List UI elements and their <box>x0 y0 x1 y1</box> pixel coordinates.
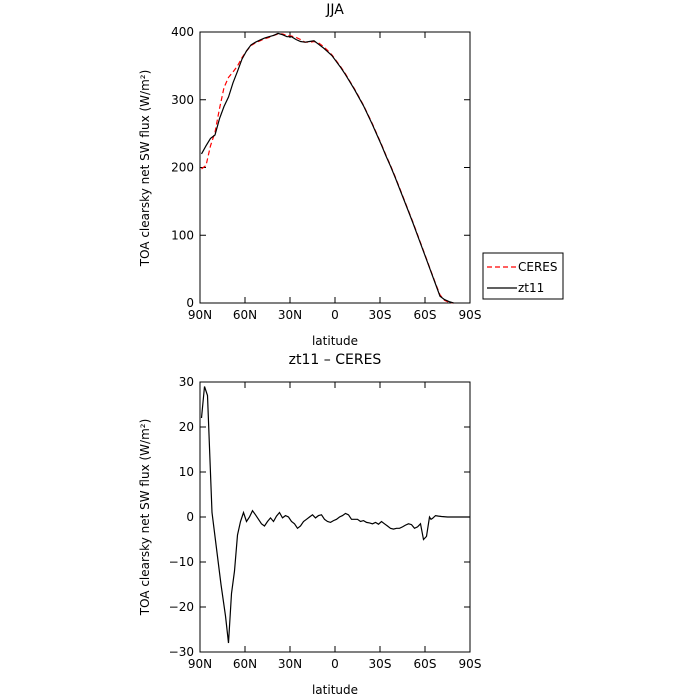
bottom-x-tick-label: 0 <box>331 657 339 671</box>
top-x-axis-label: latitude <box>312 334 358 348</box>
top-y-tick-label: 300 <box>171 93 194 107</box>
bottom-y-tick-label: −10 <box>169 555 194 569</box>
top-x-tick-label: 60S <box>414 308 437 322</box>
top-chart-title: JJA <box>325 2 344 18</box>
bottom-x-tick-label: 60S <box>414 657 437 671</box>
bottom-y-tick-label: −30 <box>169 645 194 659</box>
legend-label-zt11: zt11 <box>518 281 544 295</box>
legend-box <box>482 252 564 300</box>
top-x-tick-label: 60N <box>233 308 257 322</box>
bottom-y-tick-label: 0 <box>186 510 194 524</box>
top-series-line-zt11 <box>200 32 454 304</box>
bottom-chart-title: zt11 – CERES <box>289 352 382 368</box>
top-panel: 90N 60N 30N 0 30S 60S 90S 0 100 200 300 400 JJA la… <box>138 2 564 348</box>
bottom-series-line-difference <box>200 386 470 644</box>
bottom-x-tick-label: 90S <box>459 657 482 671</box>
bottom-y-axis-label: TOA clearsky net SW flux (W/m²) <box>138 419 152 617</box>
top-x-tick-label: 90N <box>188 308 212 322</box>
legend: CERES zt11 <box>482 252 564 300</box>
bottom-x-tick-label: 30N <box>278 657 302 671</box>
top-y-tick-label: 100 <box>171 228 194 242</box>
bottom-y-tick-label: 20 <box>179 420 194 434</box>
top-x-tick-label: 30N <box>278 308 302 322</box>
top-y-tick-label: 0 <box>186 296 194 310</box>
top-plot-frame <box>199 31 471 304</box>
bottom-y-ticks: −30 −20 −10 0 10 20 30 <box>169 375 470 659</box>
bottom-x-tick-label: 60N <box>233 657 257 671</box>
top-series-group <box>200 32 454 304</box>
top-y-tick-label: 400 <box>171 25 194 39</box>
bottom-y-tick-label: −20 <box>169 600 194 614</box>
bottom-panel: 90N 60N 30N 0 30S 60S 90S −30 −20 −10 0 10 20 30 zt1… <box>138 352 481 697</box>
top-series-line-ceres <box>201 33 454 304</box>
top-x-tick-label: 90S <box>459 308 482 322</box>
bottom-series-group <box>200 386 470 644</box>
top-y-axis-label: TOA clearsky net SW flux (W/m²) <box>138 70 152 268</box>
top-y-ticks: 0 100 200 300 400 <box>171 25 470 310</box>
bottom-y-tick-label: 30 <box>179 375 194 389</box>
bottom-x-tick-label: 90N <box>188 657 212 671</box>
bottom-x-axis-label: latitude <box>312 683 358 697</box>
top-y-tick-label: 200 <box>171 161 194 175</box>
top-x-tick-label: 30S <box>369 308 392 322</box>
bottom-y-tick-label: 10 <box>179 465 194 479</box>
top-x-tick-label: 0 <box>331 308 339 322</box>
bottom-x-ticks: 90N 60N 30N 0 30S 60S 90S <box>188 382 482 671</box>
bottom-x-tick-label: 30S <box>369 657 392 671</box>
top-x-ticks: 90N 60N 30N 0 30S 60S 90S <box>188 32 482 322</box>
legend-label-ceres: CERES <box>518 260 558 274</box>
